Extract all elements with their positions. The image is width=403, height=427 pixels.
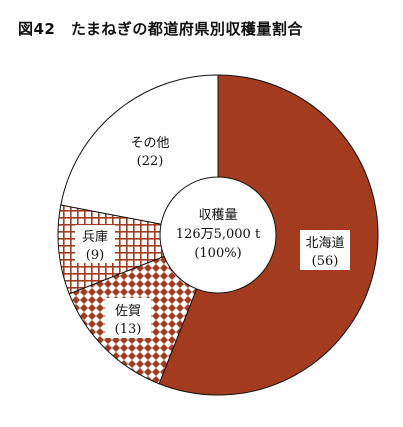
slice-label-value: (56) [312,254,339,269]
slice-label-value: (22) [137,154,164,169]
slice-label-name: 佐賀 [115,304,141,319]
slice-label-name: 北海道 [305,236,344,251]
slice-label-value: (13) [115,322,142,337]
slice-label-name: 兵庫 [82,230,108,245]
slice-label-box [300,230,350,270]
chart-title: 図42 たまねぎの都道府県別収穫量割合 [18,20,303,38]
slice-label-value: (9) [86,248,104,263]
center-percent: (100%) [194,246,241,261]
center-label: 収穫量 [198,208,237,223]
slice-label-name: その他 [130,136,169,151]
center-value: 126万5,000 t [176,227,261,242]
slice-label-box [105,298,151,338]
slice-label-box [75,225,115,263]
donut-hole [159,176,277,294]
